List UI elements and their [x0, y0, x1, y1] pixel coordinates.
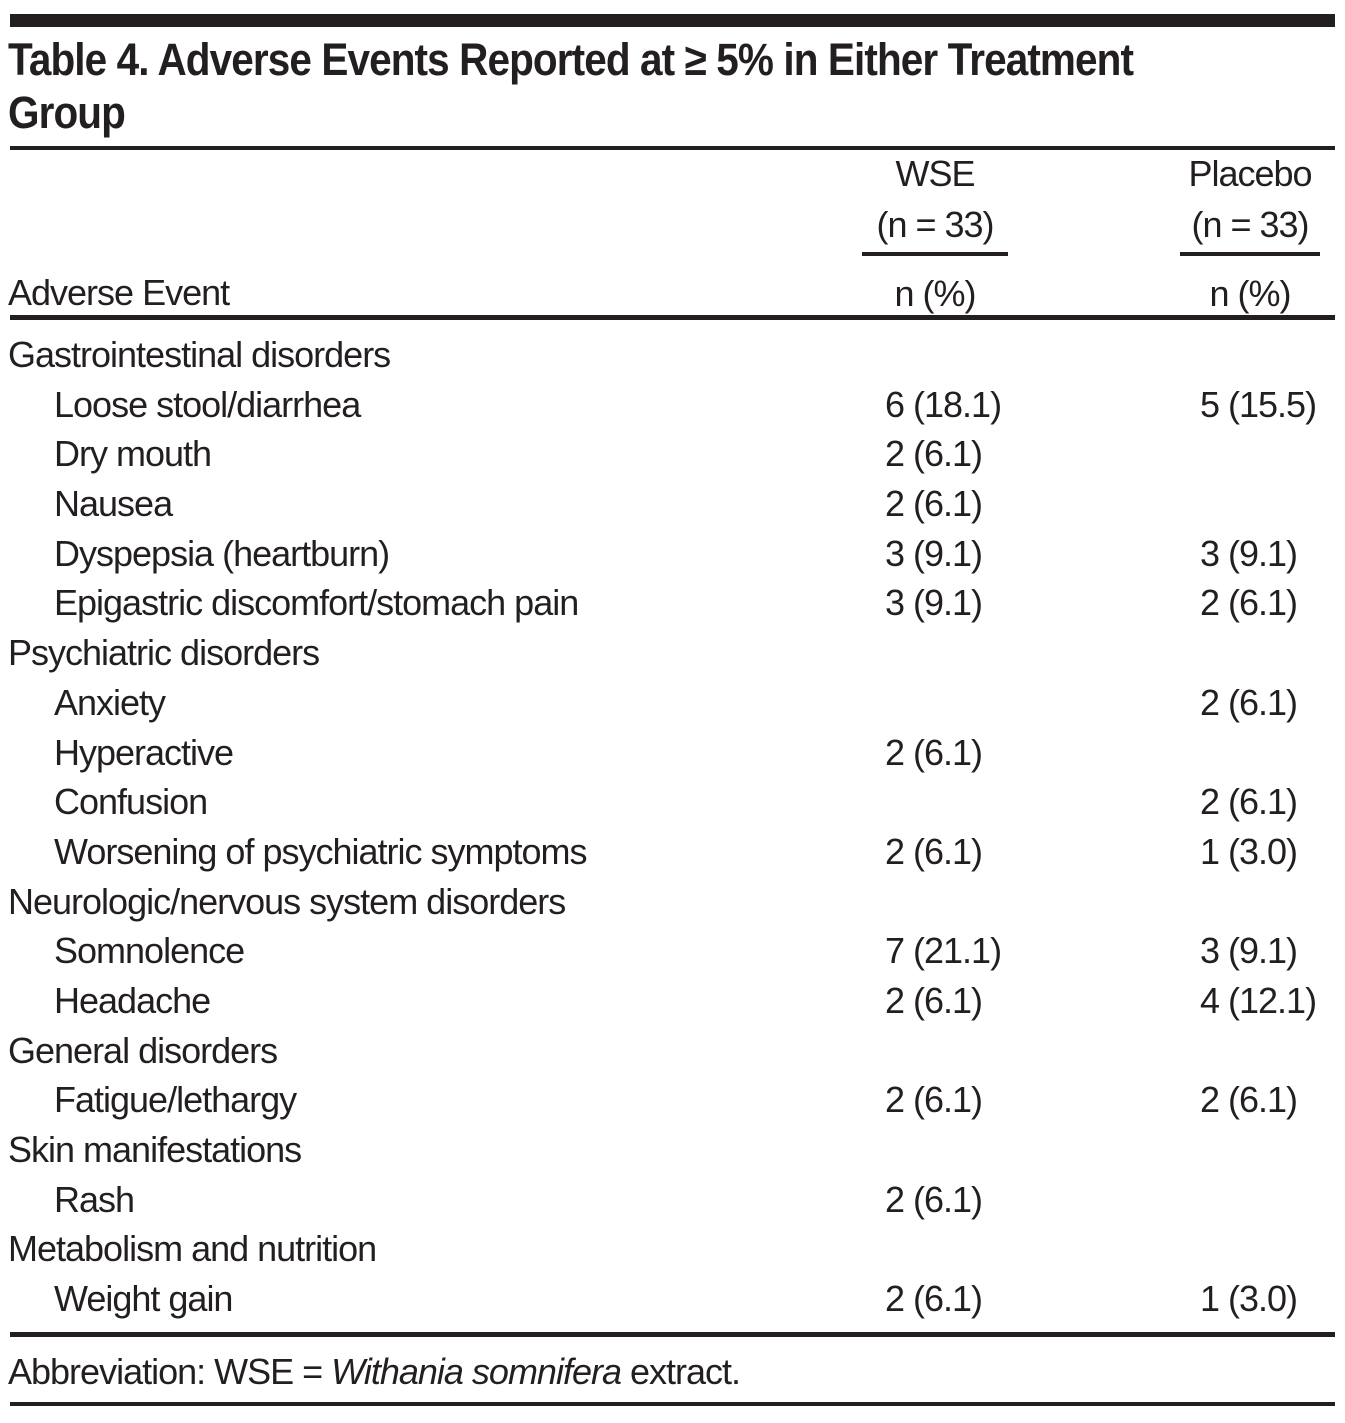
adverse-event-category: Psychiatric disorders [8, 632, 320, 674]
header-divider-rule [10, 315, 1335, 320]
table-title-line-1: Table 4. Adverse Events Reported at ≥ 5%… [8, 34, 1134, 85]
wse-value [877, 628, 1192, 678]
placebo-value: 3 (9.1) [1200, 930, 1298, 972]
wse-value: 2 (6.1) [885, 1079, 983, 1121]
wse-value [877, 1026, 1192, 1076]
column-header-wse-underline [862, 252, 1008, 256]
placebo-value: 5 (15.5) [1200, 383, 1317, 425]
column-header-placebo-n: (n = 33) [1191, 204, 1309, 245]
adverse-event-name: Loose stool/diarrhea [54, 383, 361, 425]
adverse-event-name: Fatigue/lethargy [54, 1079, 297, 1121]
title-divider-rule [10, 146, 1335, 150]
wse-value: 6 (18.1) [885, 383, 1002, 425]
top-black-bar [10, 14, 1335, 27]
placebo-value [1192, 330, 1335, 380]
adverse-event-name: Anxiety [54, 681, 166, 723]
column-header-placebo-unit: n (%) [1209, 273, 1291, 314]
placebo-value [1192, 1175, 1335, 1225]
placebo-value: 1 (3.0) [1200, 830, 1298, 872]
placebo-value [1192, 479, 1335, 529]
adverse-event-category: Neurologic/nervous system disorders [8, 880, 566, 922]
adverse-event-name: Epigastric discomfort/stomach pain [54, 582, 579, 624]
bottom-rule [10, 1402, 1335, 1406]
wse-value [877, 1125, 1192, 1175]
table-body: Gastrointestinal disorders Loose stool/di… [8, 330, 1335, 1324]
wse-value: 2 (6.1) [885, 1278, 983, 1320]
adverse-event-category: General disorders [8, 1029, 278, 1071]
placebo-value: 2 (6.1) [1200, 1079, 1298, 1121]
wse-value: 3 (9.1) [885, 582, 983, 624]
adverse-event-name: Dry mouth [54, 433, 212, 475]
wse-value: 2 (6.1) [885, 1178, 983, 1220]
column-header-wse-n: (n = 33) [876, 204, 994, 245]
adverse-event-name: Nausea [54, 483, 173, 525]
placebo-value: 2 (6.1) [1200, 781, 1298, 823]
abbreviation-note: Abbreviation: WSE = Withania somnifera e… [8, 1351, 741, 1392]
adverse-event-name: Dyspepsia (heartburn) [54, 532, 390, 574]
wse-value: 3 (9.1) [885, 532, 983, 574]
placebo-value: 1 (3.0) [1200, 1278, 1298, 1320]
placebo-value: 4 (12.1) [1200, 979, 1317, 1021]
adverse-event-name: Confusion [54, 781, 208, 823]
table-title: Table 4. Adverse Events Reported at ≥ 5%… [8, 33, 1134, 139]
placebo-value: 2 (6.1) [1200, 582, 1298, 624]
placebo-value: 2 (6.1) [1200, 681, 1298, 723]
wse-value [877, 1224, 1192, 1274]
wse-value [877, 330, 1192, 380]
placebo-value [1192, 1026, 1335, 1076]
placebo-value [1192, 728, 1335, 778]
wse-value [877, 777, 1192, 827]
column-header-placebo-underline [1180, 252, 1320, 256]
abbreviation-suffix: extract. [620, 1351, 741, 1392]
adverse-event-name: Hyperactive [54, 731, 234, 773]
adverse-event-name: Somnolence [54, 930, 245, 972]
column-header-wse-unit: n (%) [894, 273, 976, 314]
placebo-value [1192, 877, 1335, 927]
wse-value [877, 678, 1192, 728]
abbreviation-species-italic: Withania somnifera [331, 1351, 622, 1392]
wse-value: 2 (6.1) [885, 433, 983, 475]
table-title-line-2: Group [8, 87, 126, 138]
adverse-event-category: Skin manifestations [8, 1129, 302, 1170]
adverse-event-name: Rash [54, 1178, 135, 1220]
wse-value: 2 (6.1) [885, 979, 983, 1021]
placebo-value [1192, 1224, 1335, 1274]
adverse-event-name: Headache [54, 979, 211, 1021]
abbreviation-prefix: Abbreviation: WSE = [8, 1351, 332, 1392]
wse-value: 2 (6.1) [885, 483, 983, 525]
wse-value: 2 (6.1) [885, 830, 983, 872]
wse-value [877, 877, 1192, 927]
adverse-event-category: Metabolism and nutrition [8, 1228, 377, 1270]
placebo-value [1192, 429, 1335, 479]
column-header-placebo: Placebo [1188, 153, 1312, 194]
body-divider-rule [10, 1332, 1335, 1337]
placebo-value [1192, 628, 1335, 678]
wse-value: 7 (21.1) [885, 930, 1002, 972]
column-header-wse: WSE [895, 153, 975, 194]
adverse-event-category: Gastrointestinal disorders [8, 334, 391, 375]
adverse-event-name: Worsening of psychiatric symptoms [54, 830, 588, 872]
placebo-value [1192, 1125, 1335, 1175]
column-header-adverse-event: Adverse Event [8, 272, 230, 313]
adverse-event-name: Weight gain [54, 1278, 233, 1320]
placebo-value: 3 (9.1) [1200, 532, 1298, 574]
wse-value: 2 (6.1) [885, 731, 983, 773]
